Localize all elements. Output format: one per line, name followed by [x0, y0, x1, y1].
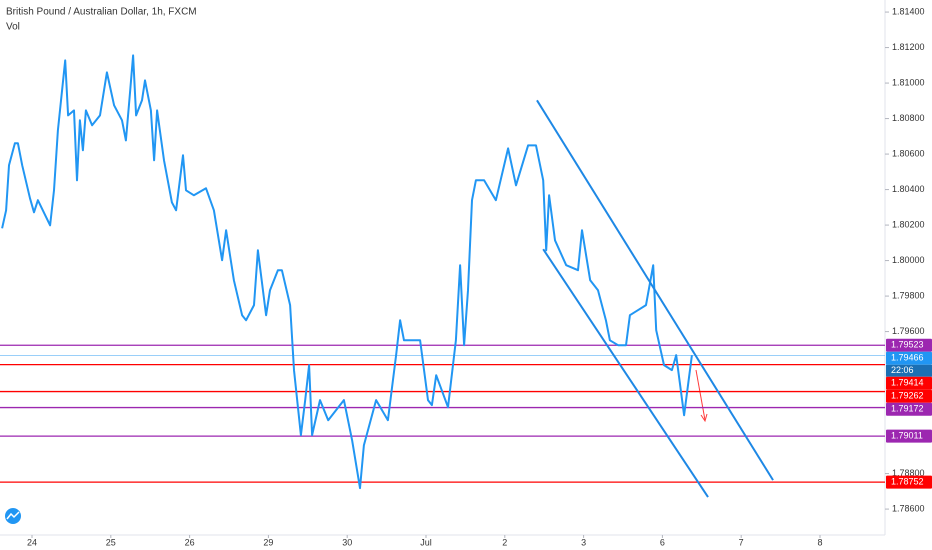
price-label: 1.79414	[891, 378, 924, 388]
channel-line	[536, 99, 774, 481]
x-tick-label: 2	[502, 537, 507, 547]
price-label: 1.79262	[891, 391, 924, 401]
logo-mark	[6, 511, 20, 520]
y-tick-label: 1.80200	[892, 219, 925, 229]
y-tick-label: 1.81000	[892, 77, 925, 87]
x-tick-label: 30	[342, 537, 352, 547]
price-label-bg	[886, 402, 932, 416]
price-label: 1.79523	[891, 340, 924, 350]
y-tick-label: 1.80000	[892, 255, 925, 265]
x-tick-label: 25	[106, 537, 116, 547]
x-tick-label: 26	[185, 537, 195, 547]
price-label-bg	[886, 376, 932, 390]
price-label-bg	[886, 389, 932, 403]
price-label: 1.78752	[891, 476, 924, 486]
chart-title: British Pound / Australian Dollar, 1h, F…	[6, 7, 197, 18]
forecast-arrow	[695, 369, 708, 423]
y-tick-label: 1.81200	[892, 42, 925, 52]
price-label: 1.79466	[891, 353, 924, 363]
x-tick-label: 7	[739, 537, 744, 547]
arrow-shaft	[695, 369, 706, 421]
y-tick-label: 1.78800	[892, 468, 925, 478]
arrow-head	[700, 413, 708, 423]
x-tick-label: 3	[581, 537, 586, 547]
countdown-bg	[886, 364, 932, 377]
price-label-bg	[886, 429, 932, 443]
logo	[5, 508, 21, 524]
countdown-label: 22:06	[891, 365, 914, 375]
y-tick-label: 1.79600	[892, 326, 925, 336]
y-tick-label: 1.80800	[892, 113, 925, 123]
x-tick-label: 6	[660, 537, 665, 547]
x-tick-label: 29	[263, 537, 273, 547]
y-tick-label: 1.80600	[892, 148, 925, 158]
price-label: 1.79011	[891, 431, 923, 441]
volume-label: Vol	[6, 22, 20, 33]
price-line	[1, 54, 693, 490]
x-tick-label: Jul	[420, 537, 432, 547]
price-label-bg	[886, 351, 932, 365]
y-tick-label: 1.78600	[892, 503, 925, 513]
price-label-bg	[886, 475, 932, 489]
y-tick-label: 1.81400	[892, 6, 925, 16]
x-tick-label: 24	[27, 537, 37, 547]
y-tick-label: 1.80400	[892, 184, 925, 194]
price-label: 1.79172	[891, 404, 924, 414]
channel-line	[542, 248, 709, 498]
y-tick-label: 1.79800	[892, 290, 925, 300]
x-tick-label: 8	[817, 537, 822, 547]
price-label-bg	[886, 338, 932, 352]
